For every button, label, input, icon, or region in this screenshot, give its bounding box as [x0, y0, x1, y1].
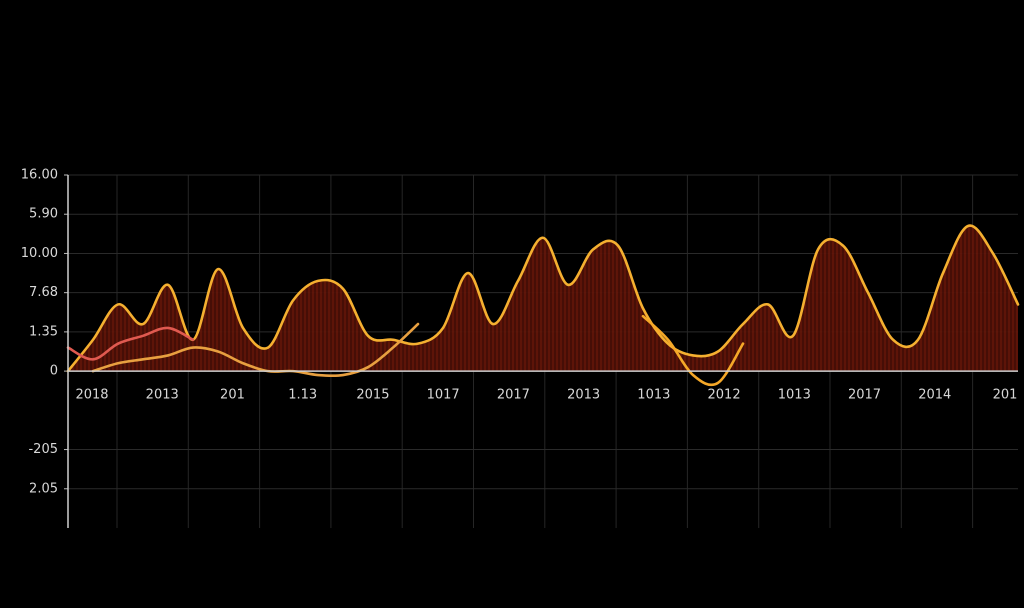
line: [91, 322, 420, 378]
x-tick-label: 201: [220, 388, 245, 403]
x-tick-label: 1.13: [288, 388, 317, 403]
y-tick-label: -205: [28, 442, 58, 457]
y-tick-label: 0: [50, 364, 58, 379]
x-tick-label: 2013: [146, 388, 179, 403]
y-tick-label: 1.35: [29, 324, 58, 339]
x-tick-label: 2017: [848, 388, 881, 403]
x-tick-label: 2017: [497, 388, 530, 403]
line: [641, 314, 745, 387]
y-tick-label: 10.00: [21, 246, 58, 261]
x-tick-label: 2018: [75, 388, 108, 403]
x-tick-label: 201: [993, 388, 1018, 403]
plot: [66, 224, 1020, 387]
x-tick-label: 2015: [356, 388, 389, 403]
line: [66, 224, 1020, 373]
x-tick-label: 2013: [567, 388, 600, 403]
x-tick-label: 1017: [427, 388, 460, 403]
x-tick-label: 2014: [918, 388, 951, 403]
x-tick-label: 1013: [778, 388, 811, 403]
area: [68, 225, 1018, 372]
x-tick-label: 1013: [637, 388, 670, 403]
y-tick-label: 5.90: [29, 207, 58, 222]
line: [66, 326, 195, 361]
y-tick-label: 2.05: [29, 481, 58, 496]
y-tick-label: 7.68: [29, 285, 58, 300]
labels: 16.00 5.90 10.00 7.68 1.35 0 -205 2.05 2018 2013 2…: [21, 168, 1018, 528]
y-tick-label: 16.00: [21, 168, 58, 183]
x-tick-label: 2012: [708, 388, 741, 403]
